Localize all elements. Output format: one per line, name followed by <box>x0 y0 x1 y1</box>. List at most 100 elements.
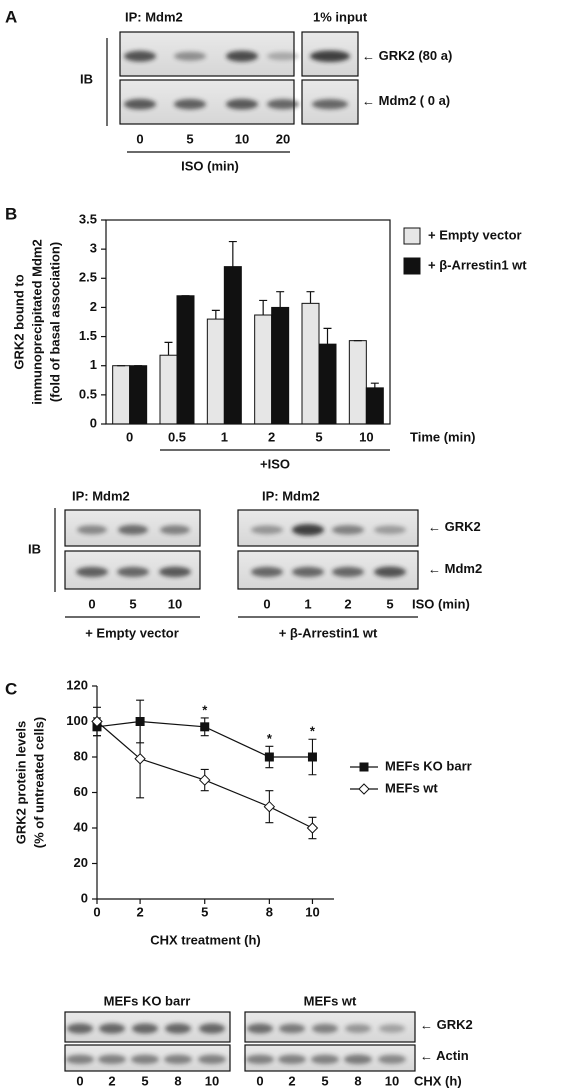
y-axis-label: (fold of basal association) <box>47 242 62 402</box>
band-label: ← GRK2 <box>420 1017 473 1032</box>
y-tick-label: 0.5 <box>79 386 97 401</box>
band <box>267 99 299 110</box>
lane-label: 0 <box>136 131 143 146</box>
ip-label: IP: Mdm2 <box>262 488 320 503</box>
blot-title: MEFs KO barr <box>104 993 191 1008</box>
lane-label: 0 <box>88 596 95 611</box>
blot-caption: + Empty vector <box>85 625 179 640</box>
band <box>251 566 283 578</box>
bar <box>223 266 242 425</box>
band <box>310 50 350 62</box>
x-tick-label: 10 <box>305 904 319 919</box>
lane-label: 10 <box>205 1073 219 1088</box>
panel-letter: C <box>5 679 17 698</box>
band <box>312 99 348 110</box>
y-tick-label: 80 <box>74 748 88 763</box>
ip-label: IP: Mdm2 <box>125 9 183 24</box>
y-tick-label: 100 <box>66 713 88 728</box>
lane-label: 2 <box>288 1073 295 1088</box>
band <box>278 1054 306 1065</box>
band <box>174 51 206 61</box>
y-tick-label: 2 <box>90 299 97 314</box>
error-bar <box>370 382 379 388</box>
lane-label: 5 <box>186 131 193 146</box>
lane-label: 20 <box>276 131 290 146</box>
error-bar <box>259 299 268 316</box>
plot-frame <box>105 219 391 425</box>
annotation: * <box>202 702 208 717</box>
lane-label: 1 <box>304 596 311 611</box>
lane-label: 0 <box>256 1073 263 1088</box>
x-tick-label: 0.5 <box>168 429 186 444</box>
band <box>332 566 364 578</box>
x-tick-label: 5 <box>201 904 208 919</box>
bar <box>112 365 131 425</box>
band-label-text: Mdm2 <box>445 561 483 576</box>
band <box>164 1054 192 1065</box>
band <box>374 566 406 578</box>
panel-letter: A <box>5 7 17 26</box>
band <box>159 566 191 578</box>
band <box>66 1054 94 1065</box>
lane-label: 5 <box>321 1073 328 1088</box>
band <box>247 1023 273 1034</box>
bar <box>129 365 148 425</box>
band <box>379 1024 405 1033</box>
band <box>132 1023 158 1034</box>
lane-label: 10 <box>168 596 182 611</box>
panel-letter: B <box>5 204 17 223</box>
band <box>312 1023 338 1034</box>
bar <box>348 340 367 425</box>
band <box>76 566 108 578</box>
band <box>374 525 406 535</box>
y-tick-label: 0 <box>90 415 97 430</box>
marker <box>307 752 317 762</box>
input-label: 1% input <box>313 9 368 24</box>
lane-label: 2 <box>108 1073 115 1088</box>
error-bar <box>323 327 332 345</box>
y-axis-label: GRK2 bound to <box>11 274 26 369</box>
marker <box>134 753 146 765</box>
band <box>332 525 364 535</box>
legend-swatch <box>403 227 421 245</box>
band-label: ← Actin <box>420 1048 469 1063</box>
y-axis-label: GRK2 protein levels <box>13 721 28 845</box>
x-tick-label: 2 <box>136 904 143 919</box>
y-tick-label: 1 <box>90 357 97 372</box>
band-label-text: GRK2 (80 a) <box>379 48 453 63</box>
lane-label: 5 <box>129 596 136 611</box>
band <box>124 98 156 110</box>
group-label: +ISO <box>260 456 290 471</box>
y-tick-label: 20 <box>74 855 88 870</box>
y-tick-label: 1.5 <box>79 328 97 343</box>
band <box>99 1023 125 1034</box>
band-label: ← Mdm2 ( 0 a) <box>362 93 450 108</box>
band <box>311 1054 339 1065</box>
band <box>292 566 324 578</box>
legend-label: MEFs KO barr <box>385 758 472 773</box>
y-tick-label: 2.5 <box>79 270 97 285</box>
lane-label: 5 <box>386 596 393 611</box>
lane-label: 8 <box>354 1073 361 1088</box>
band <box>117 566 149 578</box>
band-label-text: Mdm2 ( 0 a) <box>379 93 451 108</box>
axes <box>96 686 334 900</box>
bar <box>271 306 290 425</box>
lane-label: 2 <box>344 596 351 611</box>
band <box>77 525 107 535</box>
legend-swatch <box>403 257 421 275</box>
band-label-text: Actin <box>436 1048 469 1063</box>
band <box>174 99 206 110</box>
y-tick-label: 3.5 <box>79 211 97 226</box>
x-tick-label: 2 <box>268 429 275 444</box>
bar <box>176 295 195 425</box>
error-bar <box>164 341 173 356</box>
y-tick-label: 3 <box>90 241 97 256</box>
band <box>124 50 156 62</box>
x-tick-label: 1 <box>221 429 228 444</box>
marker <box>306 822 319 834</box>
blot-title: MEFs wt <box>304 993 357 1008</box>
error-bar <box>228 240 237 267</box>
marker <box>359 762 369 772</box>
